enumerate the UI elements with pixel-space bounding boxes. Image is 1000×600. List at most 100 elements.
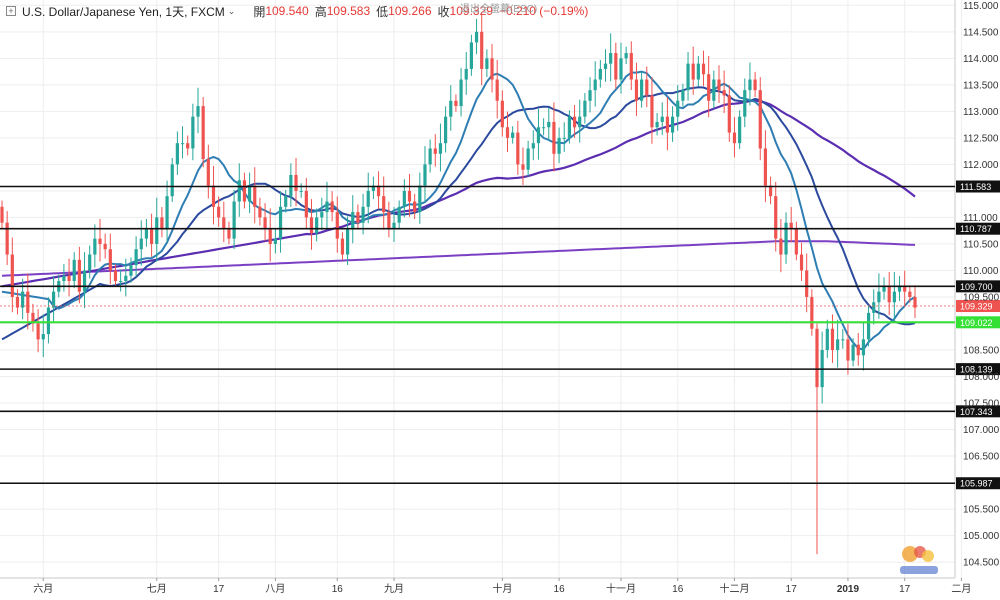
candle-body bbox=[866, 312, 871, 340]
y-tick-label: 108.500 bbox=[963, 345, 1000, 356]
candle-body bbox=[567, 116, 572, 138]
broker-logo-icon bbox=[900, 546, 938, 574]
candle-body bbox=[423, 164, 427, 186]
candle-body bbox=[815, 328, 819, 388]
level-label: 107.343 bbox=[960, 407, 993, 417]
level-tag bbox=[956, 363, 1000, 376]
candle-body bbox=[474, 31, 479, 43]
candle-body bbox=[325, 201, 329, 213]
candle-body bbox=[268, 228, 272, 244]
candle-body bbox=[877, 291, 881, 303]
candle-body bbox=[413, 201, 417, 213]
candle-body bbox=[686, 63, 690, 91]
candle-body bbox=[903, 286, 907, 292]
candle-body bbox=[330, 201, 334, 213]
candle-body bbox=[371, 185, 375, 191]
candle-body bbox=[485, 58, 489, 69]
change-value: −0.210 (−0.19%) bbox=[498, 4, 589, 18]
candle-body bbox=[258, 206, 262, 218]
x-tick-label: 16 bbox=[332, 584, 344, 595]
candle-body bbox=[841, 339, 845, 341]
open-label: 開 bbox=[253, 4, 266, 19]
candle-body bbox=[469, 42, 473, 69]
candle-body bbox=[459, 79, 463, 107]
candle-body bbox=[552, 121, 556, 154]
exit-fullscreen-hint[interactable]: 退出全螢幕(ESC) bbox=[460, 4, 538, 15]
chevron-down-icon[interactable]: ⌄ bbox=[227, 5, 236, 16]
candle-body bbox=[155, 217, 159, 244]
candle-body bbox=[119, 281, 123, 283]
y-tick-label: 114.500 bbox=[963, 27, 999, 38]
candle-body bbox=[645, 79, 649, 96]
candle-body bbox=[810, 296, 814, 329]
expand-icon[interactable]: + bbox=[6, 6, 16, 16]
candle-body bbox=[830, 328, 835, 350]
ma-slow-line bbox=[1, 99, 916, 288]
candle-body bbox=[88, 254, 92, 271]
candle-body bbox=[712, 79, 716, 101]
candle-body bbox=[640, 79, 644, 101]
candle-body bbox=[67, 275, 71, 282]
candle-body bbox=[98, 238, 102, 244]
candle-body bbox=[799, 254, 804, 271]
candle-body bbox=[211, 185, 216, 207]
candle-body bbox=[624, 53, 628, 59]
x-tick-label: 十月 bbox=[492, 582, 512, 595]
high-value: 109.583 bbox=[326, 4, 371, 18]
candle-body bbox=[428, 148, 432, 165]
close-label: 收 bbox=[437, 4, 450, 19]
candle-body bbox=[144, 228, 149, 239]
candle-body bbox=[634, 79, 639, 101]
candle-body bbox=[882, 286, 886, 292]
candles-group bbox=[0, 13, 917, 555]
candle-body bbox=[789, 222, 793, 229]
candle-body bbox=[191, 116, 195, 149]
candle-body bbox=[242, 180, 247, 202]
candle-body bbox=[629, 53, 633, 80]
candle-body bbox=[691, 63, 695, 80]
x-tick-label: 十一月 bbox=[606, 582, 636, 595]
candle-body bbox=[227, 228, 231, 239]
x-tick-label: 二月 bbox=[951, 583, 971, 595]
candle-body bbox=[93, 238, 97, 255]
candle-body bbox=[232, 201, 236, 239]
candle-body bbox=[516, 132, 520, 165]
candle-body bbox=[217, 206, 221, 218]
current-price-tag bbox=[956, 300, 1000, 313]
level-label: 111.583 bbox=[960, 182, 991, 192]
candle-body bbox=[201, 106, 205, 160]
chart-header: + U.S. Dollar/Japanese Yen, 1天, FXCM ⌄ 開… bbox=[0, 0, 960, 22]
candle-body bbox=[619, 58, 623, 80]
candle-body bbox=[861, 339, 866, 356]
candle-body bbox=[304, 190, 308, 218]
candle-body bbox=[650, 95, 654, 128]
candle-body bbox=[805, 270, 809, 297]
candle-body bbox=[887, 286, 891, 303]
candle-body bbox=[247, 185, 252, 202]
candle-body bbox=[784, 222, 788, 255]
candle-body bbox=[665, 116, 670, 133]
candle-body bbox=[856, 344, 860, 356]
candle-body bbox=[387, 212, 391, 229]
candle-body bbox=[149, 228, 154, 244]
candle-body bbox=[361, 206, 365, 223]
candle-body bbox=[511, 132, 515, 138]
candle-body bbox=[273, 238, 277, 244]
candle-body bbox=[444, 116, 448, 144]
candle-body bbox=[897, 286, 902, 292]
candle-body bbox=[774, 196, 778, 239]
candle-body bbox=[356, 212, 360, 223]
x-tick-label: 十二月 bbox=[719, 582, 749, 595]
candle-body bbox=[62, 275, 66, 282]
candle-body bbox=[46, 307, 51, 335]
candle-body bbox=[299, 190, 303, 192]
candle-body bbox=[758, 90, 762, 149]
y-tick-label: 106.500 bbox=[963, 452, 1000, 463]
level-tag bbox=[956, 180, 1000, 193]
symbol-title[interactable]: U.S. Dollar/Japanese Yen, 1天, FXCM bbox=[22, 4, 225, 19]
candle-body bbox=[41, 334, 45, 340]
candle-body bbox=[779, 238, 783, 255]
y-tick-label: 107.000 bbox=[963, 425, 1000, 436]
